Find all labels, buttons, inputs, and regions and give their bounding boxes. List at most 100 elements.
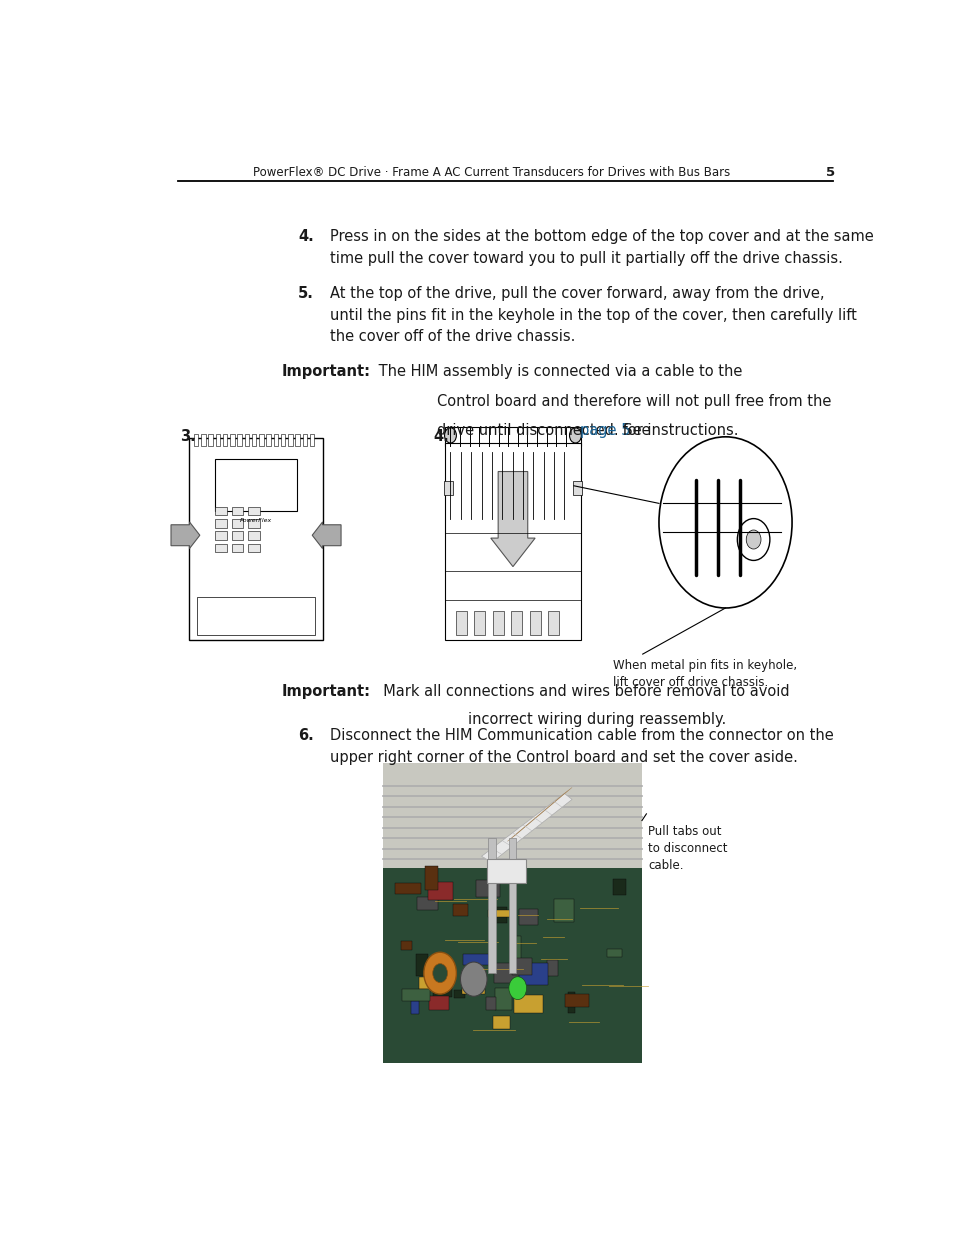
Text: Pull tabs out
to disconnect
cable.: Pull tabs out to disconnect cable. (647, 825, 726, 872)
Text: The HIM assembly is connected via a cable to the: The HIM assembly is connected via a cabl… (374, 364, 742, 379)
Text: for instructions.: for instructions. (617, 424, 738, 438)
Text: incorrect wiring during reassembly.: incorrect wiring during reassembly. (468, 713, 726, 727)
Bar (215, 519, 227, 527)
Bar (430, 963, 441, 983)
Circle shape (460, 962, 487, 997)
Bar (444, 443, 580, 640)
Bar (418, 977, 446, 989)
Bar (518, 909, 537, 925)
Bar (461, 976, 485, 994)
Bar (232, 543, 243, 552)
Circle shape (444, 427, 456, 443)
Bar (248, 519, 259, 527)
Bar (454, 990, 464, 998)
Bar (416, 953, 428, 976)
Text: 5: 5 (825, 167, 834, 179)
Bar (444, 427, 580, 446)
Bar (509, 936, 520, 960)
Bar (493, 1015, 510, 1029)
Bar (237, 435, 241, 446)
Circle shape (659, 437, 791, 608)
Bar (416, 898, 438, 910)
Text: Important:: Important: (281, 364, 370, 379)
Bar (244, 435, 249, 446)
Bar (553, 899, 574, 921)
Bar (196, 597, 314, 635)
Text: 4.: 4. (297, 228, 314, 245)
Bar (266, 435, 271, 446)
Bar (456, 611, 466, 635)
Bar (488, 910, 515, 918)
Bar (230, 435, 234, 446)
Bar (453, 904, 468, 916)
FancyArrow shape (490, 472, 535, 567)
Bar (248, 543, 259, 552)
Bar (518, 963, 548, 984)
Text: 5.: 5. (297, 287, 314, 301)
Bar (606, 948, 621, 957)
Text: 3.: 3. (180, 429, 195, 443)
Bar (443, 480, 453, 495)
Bar (383, 763, 641, 1063)
Bar (495, 988, 512, 1010)
Bar (424, 866, 437, 889)
Bar (215, 506, 227, 515)
FancyArrow shape (171, 522, 199, 548)
Text: PowerFlex: PowerFlex (239, 519, 272, 524)
Bar (486, 860, 525, 883)
Bar (252, 435, 256, 446)
Bar (395, 883, 420, 894)
Bar (274, 435, 277, 446)
Bar (302, 435, 307, 446)
Bar (495, 906, 506, 923)
Bar (215, 459, 296, 511)
Circle shape (737, 519, 769, 561)
Bar (401, 941, 412, 950)
Text: Press in on the sides at the bottom edge of the top cover and at the same
time p: Press in on the sides at the bottom edge… (330, 228, 873, 266)
Bar (215, 435, 220, 446)
Circle shape (433, 963, 447, 983)
Bar (529, 611, 540, 635)
Bar (493, 963, 521, 983)
FancyArrow shape (312, 522, 341, 548)
Bar (223, 435, 227, 446)
Polygon shape (481, 793, 572, 862)
Text: Important:: Important: (281, 684, 370, 699)
Circle shape (257, 615, 269, 630)
Bar (232, 519, 243, 527)
Bar (547, 961, 557, 976)
Bar (429, 995, 449, 1010)
Bar (215, 531, 227, 540)
Bar (508, 839, 516, 973)
Bar (512, 957, 532, 974)
Circle shape (569, 427, 580, 443)
Bar (474, 611, 485, 635)
Bar (476, 879, 499, 897)
Text: When metal pin fits in keyhole,
lift cover off drive chassis.: When metal pin fits in keyhole, lift cov… (613, 658, 797, 689)
Bar (613, 879, 625, 895)
Bar (201, 435, 206, 446)
Circle shape (745, 530, 760, 550)
Bar (215, 543, 227, 552)
Bar (486, 997, 496, 1010)
Text: PowerFlex® DC Drive · Frame A AC Current Transducers for Drives with Bus Bars: PowerFlex® DC Drive · Frame A AC Current… (253, 167, 729, 179)
Bar (193, 435, 198, 446)
Bar (190, 438, 322, 640)
Text: At the top of the drive, pull the cover forward, away from the drive,
until the : At the top of the drive, pull the cover … (330, 287, 856, 345)
Bar (511, 611, 521, 635)
Bar (208, 435, 213, 446)
Bar (432, 982, 451, 997)
Bar (402, 989, 430, 1000)
Bar (248, 506, 259, 515)
Text: page 5: page 5 (579, 424, 630, 438)
Bar (462, 953, 490, 966)
Bar (383, 763, 641, 868)
Text: drive until disconnected. See: drive until disconnected. See (436, 424, 655, 438)
Bar (248, 531, 259, 540)
Text: Control board and therefore will not pull free from the: Control board and therefore will not pul… (436, 394, 831, 409)
Bar (514, 995, 542, 1013)
Bar (310, 435, 314, 446)
Bar (492, 611, 503, 635)
Circle shape (508, 977, 526, 999)
Bar (564, 994, 588, 1008)
